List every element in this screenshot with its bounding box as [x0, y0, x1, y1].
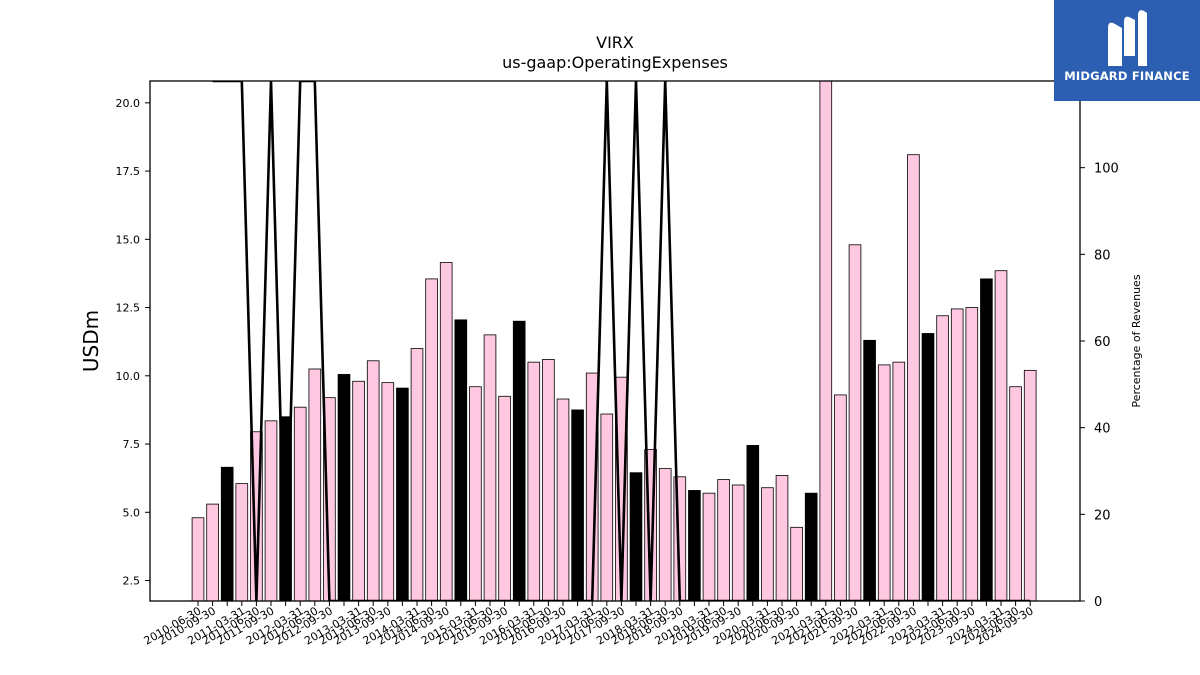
y-tick-label: 2.5 — [123, 575, 141, 588]
y2-tick-label: 0 — [1094, 595, 1102, 610]
y2-tick-label: 40 — [1094, 422, 1111, 437]
bar-2023-03-31 — [936, 315, 949, 602]
logo-text: MIDGARD FINANCE — [1064, 69, 1190, 83]
y-axis-right: 0 20 40 60 80 100 — [1080, 162, 1119, 610]
bar-2014-06-30 — [425, 278, 438, 602]
bar-2020-06-30 — [775, 475, 789, 602]
bar-2019-03-31 — [702, 492, 716, 602]
bar-2015-06-30 — [483, 334, 497, 602]
y-tick-label: 10.0 — [116, 370, 141, 383]
bar-2019-06-30 — [717, 479, 730, 602]
bar-2015-09-30 — [498, 395, 511, 602]
bar-2017-06-30 — [600, 413, 614, 602]
bar-2023-12-31 — [980, 278, 993, 602]
y-tick-label: 5.0 — [123, 506, 141, 519]
bar-2018-12-31 — [688, 490, 701, 602]
bar-2020-12-31 — [804, 492, 818, 602]
bar-2013-06-30 — [366, 360, 380, 602]
y-tick-label: 7.5 — [123, 438, 141, 451]
bar-2011-09-30 — [264, 420, 278, 602]
bar-2014-12-31 — [454, 319, 468, 602]
bar-2016-03-31 — [527, 361, 541, 602]
bar-2023-09-30 — [965, 307, 979, 602]
bar-2021-06-30 — [834, 394, 847, 602]
y2-tick-label: 80 — [1094, 248, 1111, 263]
y-tick-label: 20.0 — [116, 97, 141, 110]
bar-2024-06-30 — [1009, 386, 1022, 602]
bar-2021-03-31 — [819, 80, 833, 602]
bar-2022-03-31 — [877, 364, 891, 602]
bar-2013-09-30 — [381, 382, 395, 602]
y-axis-label: USDm — [79, 310, 103, 372]
y-tick-label: 12.5 — [116, 302, 141, 315]
bar-2024-09-30 — [1023, 369, 1037, 602]
bar-2010-06-30 — [191, 517, 205, 602]
y2-tick-label: 20 — [1094, 508, 1111, 523]
bar-2019-09-30 — [731, 484, 745, 602]
chart-title: VIRX — [596, 33, 634, 52]
bar-2012-12-31 — [337, 374, 351, 602]
y2-tick-label: 100 — [1094, 162, 1119, 177]
midgard-finance-logo: MIDGARD FINANCE — [1054, 0, 1200, 101]
y-tick-label: 17.5 — [116, 165, 141, 178]
bar-2021-12-31 — [863, 339, 876, 602]
bar-2012-03-31 — [293, 406, 307, 602]
bar-2010-12-31 — [220, 466, 234, 602]
bar-2016-12-31 — [571, 409, 584, 602]
midgard-m-icon — [1108, 10, 1147, 67]
bar-2024-03-31 — [994, 270, 1008, 602]
bar-2012-06-30 — [308, 368, 322, 602]
bar-2013-03-31 — [352, 380, 365, 602]
bar-2023-06-30 — [950, 308, 964, 602]
bar-2021-09-30 — [848, 244, 862, 602]
bar-2010-09-30 — [206, 503, 219, 602]
bar-2022-12-31 — [921, 333, 935, 602]
bar-2011-03-31 — [235, 483, 249, 602]
y2-tick-label: 60 — [1094, 335, 1111, 350]
bar-2015-12-31 — [512, 320, 526, 602]
bar-2020-03-31 — [761, 487, 774, 602]
bar-2018-06-30 — [658, 468, 672, 602]
bar-2014-03-31 — [410, 348, 424, 602]
y-tick-label: 15.0 — [116, 233, 141, 246]
bar-2020-09-30 — [790, 526, 803, 602]
bar-2016-09-30 — [556, 398, 570, 602]
bar-2017-12-31 — [629, 472, 643, 602]
x-axis: 2010-06-302010-09-302011-03-312011-06-30… — [142, 601, 1036, 648]
bar-2016-06-30 — [542, 359, 555, 602]
bar-2014-09-30 — [439, 262, 453, 602]
bar-2013-12-31 — [396, 387, 409, 602]
bar-2022-09-30 — [907, 154, 920, 602]
chart-subtitle: us-gaap:OperatingExpenses — [502, 53, 728, 72]
y2-axis-label: Percentage of Revenues — [1130, 274, 1143, 407]
bar-2022-06-30 — [892, 361, 906, 602]
bar-2019-12-31 — [746, 445, 760, 602]
bar-2015-03-31 — [469, 386, 482, 602]
bars-group — [191, 80, 1037, 602]
y-axis-left: 2.5 5.0 7.5 10.0 12.5 15.0 17.5 20.0 — [116, 97, 150, 588]
